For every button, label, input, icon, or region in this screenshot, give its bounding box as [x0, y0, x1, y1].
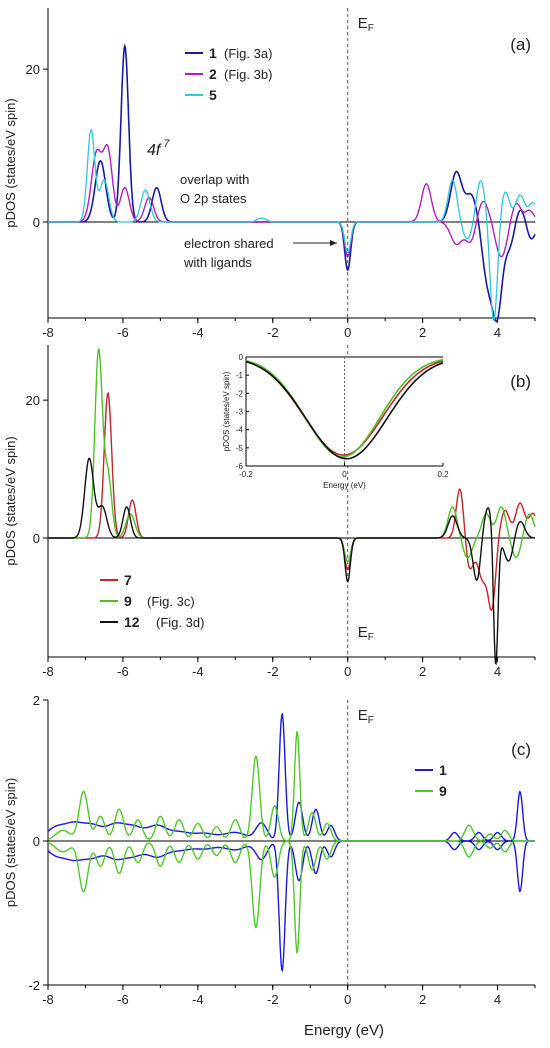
y-axis-title: pDOS (states/eV spin): [3, 436, 18, 565]
annotation-arrow-head: [330, 240, 337, 246]
fermi-label-subscript: F: [368, 632, 374, 643]
y-tick-label: -2: [28, 978, 40, 993]
y-tick-label: 20: [26, 393, 40, 408]
inset-y-tick-label: -6: [236, 462, 244, 471]
legend-label-1: 1: [439, 762, 447, 778]
annotation-overlap-line2: O 2p states: [180, 191, 247, 206]
y-axis-title: pDOS (states/eV spin): [3, 778, 18, 907]
x-tick-label: -8: [42, 664, 54, 679]
series-line-1: [48, 43, 536, 322]
x-tick-label: 2: [419, 664, 426, 679]
y-tick-label: 0: [33, 834, 40, 849]
fermi-label: EF: [358, 15, 374, 34]
y-tick-label: 0: [33, 215, 40, 230]
inset-y-tick-label: -5: [236, 444, 244, 453]
legend-ref-12: (Fig. 3d): [156, 615, 204, 630]
inset-curve-9: [245, 358, 444, 458]
inset-y-tick-label: -3: [236, 408, 244, 417]
panel-b: -8 -6 -4 -2 0 2 4 0 20 pDOS (states/eV spin) (b) EF…: [3, 345, 536, 679]
inset-y-tick-label: -1: [236, 371, 244, 380]
series-line-2: [48, 144, 536, 258]
fermi-label: EF: [358, 707, 374, 726]
legend-ref-2: (Fig. 3b): [224, 67, 272, 82]
x-tick-label: -6: [117, 325, 129, 340]
inset-y-axis-title: pDOS (states/eV spin): [222, 371, 231, 451]
inset-y-tick-label: -2: [236, 389, 244, 398]
x-tick-label: -8: [42, 325, 54, 340]
x-tick-label: 0: [344, 992, 351, 1007]
series-line-12: [48, 457, 535, 666]
fermi-label-subscript: F: [368, 715, 374, 726]
x-tick-label: 4: [494, 992, 501, 1007]
legend-label-9: 9: [124, 593, 132, 609]
panel-c: -8 -6 -4 -2 0 2 4 -2 0 2 pDOS (states/eV spin) (c) E…: [3, 693, 536, 1007]
annotation-shared-line1: electron shared: [184, 236, 274, 251]
x-tick-label: 2: [419, 325, 426, 340]
x-tick-label: 2: [419, 992, 426, 1007]
y-tick-label: 2: [33, 693, 40, 708]
legend: 19: [415, 762, 447, 799]
legend-label-5: 5: [209, 87, 217, 103]
legend-ref-1: (Fig. 3a): [224, 46, 272, 61]
legend: 7 9 (Fig. 3c) 12 (Fig. 3d): [100, 572, 204, 630]
inset-x-tick-label: 0: [342, 470, 347, 479]
legend-label-12: 12: [124, 614, 140, 630]
fermi-label-subscript: F: [368, 23, 374, 34]
inset-chart: 0 -1 -2 -3 -4 -5 -6-0.2 0 0.2 Energy (eV) pDOS (st…: [222, 353, 449, 490]
legend-label-9: 9: [439, 783, 447, 799]
legend-label-7: 7: [124, 572, 132, 588]
x-tick-label: -2: [267, 325, 279, 340]
panel-label: (c): [511, 740, 531, 759]
inset-x-axis-title: Energy (eV): [323, 481, 366, 490]
x-tick-label: -4: [192, 992, 204, 1007]
annotation-4f7: 4f 7: [147, 138, 170, 159]
y-tick-label: 0: [33, 531, 40, 546]
y-axis-title: pDOS (states/eV spin): [3, 98, 18, 227]
x-tick-label: -8: [42, 992, 54, 1007]
inset-background: [246, 357, 443, 466]
x-tick-label: -6: [117, 664, 129, 679]
annotation-shared-line2: with ligands: [183, 255, 252, 270]
x-axis-title: Energy (eV): [304, 1022, 384, 1039]
x-tick-label: 0: [344, 325, 351, 340]
x-tick-label: -4: [192, 664, 204, 679]
annotation-overlap-line1: overlap with: [180, 172, 249, 187]
legend-ref-9: (Fig. 3c): [147, 594, 195, 609]
inset-x-tick-label: -0.2: [239, 470, 253, 479]
inset-curve-12: [245, 360, 444, 460]
series-line-9: [47, 730, 535, 842]
x-tick-label: -6: [117, 992, 129, 1007]
x-tick-label: -4: [192, 325, 204, 340]
legend-label-1: 1: [209, 45, 217, 61]
legend-label-2: 2: [209, 66, 217, 82]
x-tick-label: 4: [494, 325, 501, 340]
panel-label: (a): [510, 35, 531, 54]
panel-a: -8 -6 -4 -2 0 2 4 0 20 pDOS (states/eV spin) (a) EF…: [3, 8, 536, 340]
x-tick-label: 4: [494, 664, 501, 679]
x-tick-label: -2: [267, 664, 279, 679]
inset-y-tick-label: 0: [239, 353, 244, 362]
x-tick-label: 0: [344, 664, 351, 679]
series-line-5: [48, 128, 536, 322]
x-tick-label: -2: [267, 992, 279, 1007]
y-tick-label: 20: [26, 62, 40, 77]
fermi-label: EF: [358, 624, 374, 643]
inset-y-tick-label: -4: [236, 426, 244, 435]
panel-label: (b): [510, 372, 531, 391]
legend: 1 (Fig. 3a) 2 (Fig. 3b) 5: [185, 45, 272, 103]
annotation-4f7-superscript: 7: [163, 138, 170, 150]
inset-x-tick-label: 0.2: [437, 470, 449, 479]
series-line-9-down: [47, 840, 535, 954]
